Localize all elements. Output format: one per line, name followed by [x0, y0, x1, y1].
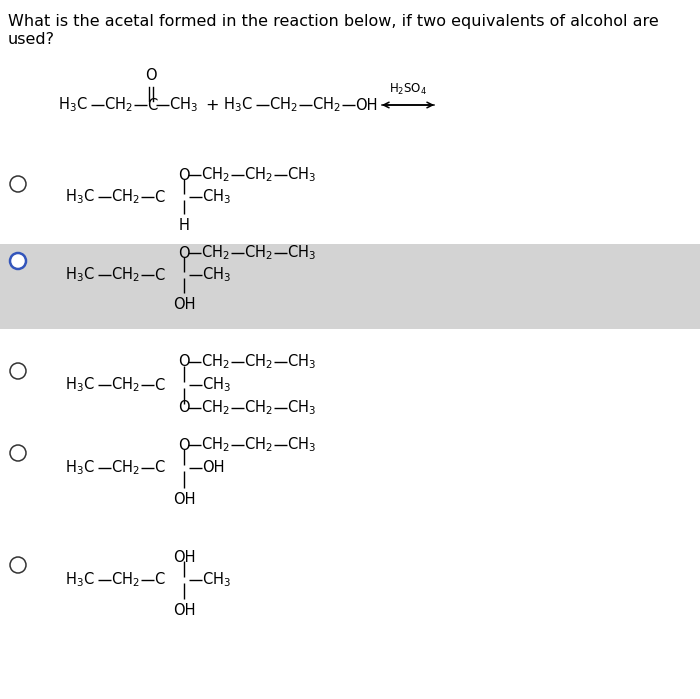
Text: H$_2$SO$_4$: H$_2$SO$_4$ — [389, 82, 427, 97]
Text: OH: OH — [202, 461, 225, 475]
Text: CH$_2$: CH$_2$ — [244, 435, 273, 454]
Text: OH: OH — [355, 97, 377, 113]
Text: OH: OH — [173, 297, 195, 312]
Text: H$_3$C: H$_3$C — [65, 570, 94, 589]
Text: CH$_2$: CH$_2$ — [111, 375, 140, 394]
Text: C: C — [147, 97, 158, 113]
Text: CH$_2$: CH$_2$ — [312, 96, 341, 115]
Text: CH$_2$: CH$_2$ — [201, 398, 230, 417]
Text: CH$_2$: CH$_2$ — [201, 166, 230, 185]
Text: CH$_2$: CH$_2$ — [244, 166, 273, 185]
Text: CH$_3$: CH$_3$ — [287, 244, 316, 262]
Text: O: O — [178, 401, 190, 415]
Circle shape — [10, 176, 26, 192]
Text: CH$_3$: CH$_3$ — [169, 96, 198, 115]
Text: O: O — [178, 354, 190, 370]
Text: CH$_2$: CH$_2$ — [244, 353, 273, 371]
Text: C: C — [154, 377, 164, 393]
Text: H$_3$C: H$_3$C — [58, 96, 88, 115]
Text: C: C — [154, 461, 164, 475]
FancyBboxPatch shape — [0, 244, 700, 329]
Text: What is the acetal formed in the reaction below, if two equivalents of alcohol a: What is the acetal formed in the reactio… — [8, 14, 659, 29]
Text: C: C — [154, 268, 164, 282]
Text: O: O — [178, 168, 190, 182]
Text: CH$_2$: CH$_2$ — [201, 435, 230, 454]
Text: OH: OH — [173, 603, 195, 618]
Text: H$_3$C: H$_3$C — [65, 375, 94, 394]
Circle shape — [10, 557, 26, 573]
Text: +: + — [205, 97, 218, 113]
Text: CH$_3$: CH$_3$ — [202, 187, 231, 206]
Text: CH$_3$: CH$_3$ — [202, 570, 231, 589]
Text: CH$_2$: CH$_2$ — [104, 96, 133, 115]
Text: CH$_3$: CH$_3$ — [287, 435, 316, 454]
Text: CH$_2$: CH$_2$ — [111, 266, 140, 284]
Text: CH$_2$: CH$_2$ — [111, 187, 140, 206]
Text: CH$_2$: CH$_2$ — [244, 398, 273, 417]
Text: CH$_3$: CH$_3$ — [287, 353, 316, 371]
Text: CH$_3$: CH$_3$ — [202, 375, 231, 394]
Text: O: O — [178, 245, 190, 261]
Text: CH$_2$: CH$_2$ — [111, 459, 140, 477]
Text: CH$_2$: CH$_2$ — [111, 570, 140, 589]
Text: H$_3$C: H$_3$C — [223, 96, 253, 115]
Text: CH$_2$: CH$_2$ — [201, 353, 230, 371]
Text: O: O — [178, 438, 190, 452]
Text: OH: OH — [173, 492, 195, 507]
Text: CH$_2$: CH$_2$ — [201, 244, 230, 262]
Text: OH: OH — [173, 549, 195, 565]
Circle shape — [10, 363, 26, 379]
Text: C: C — [154, 189, 164, 205]
Text: CH$_2$: CH$_2$ — [269, 96, 298, 115]
Text: used?: used? — [8, 32, 55, 47]
Text: CH$_3$: CH$_3$ — [202, 266, 231, 284]
Text: O: O — [145, 68, 157, 83]
Text: H$_3$C: H$_3$C — [65, 266, 94, 284]
Text: C: C — [154, 572, 164, 587]
Circle shape — [10, 445, 26, 461]
Text: H: H — [178, 218, 190, 233]
Circle shape — [10, 253, 26, 269]
Text: H$_3$C: H$_3$C — [65, 459, 94, 477]
Text: CH$_2$: CH$_2$ — [244, 244, 273, 262]
Text: H$_3$C: H$_3$C — [65, 187, 94, 206]
Text: CH$_3$: CH$_3$ — [287, 398, 316, 417]
Text: CH$_3$: CH$_3$ — [287, 166, 316, 185]
